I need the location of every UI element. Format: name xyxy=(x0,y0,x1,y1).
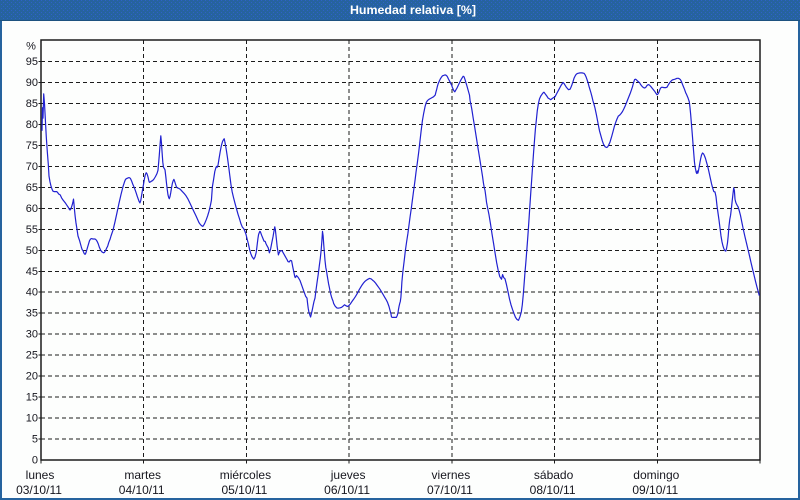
svg-text:05/10/11: 05/10/11 xyxy=(221,483,267,497)
svg-text:30: 30 xyxy=(26,329,38,341)
svg-text:sábado: sábado xyxy=(534,468,574,482)
svg-text:08/10/11: 08/10/11 xyxy=(530,483,576,497)
svg-text:lunes: lunes xyxy=(26,468,55,482)
svg-text:15: 15 xyxy=(26,392,38,404)
svg-text:jueves: jueves xyxy=(330,468,366,482)
svg-text:70: 70 xyxy=(26,161,38,173)
svg-text:0: 0 xyxy=(32,455,38,467)
svg-text:45: 45 xyxy=(26,266,38,278)
svg-text:07/10/11: 07/10/11 xyxy=(427,483,473,497)
svg-text:03/10/11: 03/10/11 xyxy=(16,483,62,497)
svg-text:75: 75 xyxy=(26,140,38,152)
svg-text:55: 55 xyxy=(26,224,38,236)
svg-text:50: 50 xyxy=(26,245,38,257)
svg-text:viernes: viernes xyxy=(432,468,471,482)
svg-text:5: 5 xyxy=(32,434,38,446)
svg-text:06/10/11: 06/10/11 xyxy=(324,483,370,497)
svg-text:65: 65 xyxy=(26,182,38,194)
svg-text:25: 25 xyxy=(26,350,38,362)
svg-text:80: 80 xyxy=(26,119,38,131)
svg-text:20: 20 xyxy=(26,371,38,383)
svg-text:90: 90 xyxy=(26,77,38,89)
svg-text:martes: martes xyxy=(124,468,161,482)
svg-text:60: 60 xyxy=(26,203,38,215)
svg-text:09/10/11: 09/10/11 xyxy=(632,483,678,497)
svg-text:40: 40 xyxy=(26,287,38,299)
svg-text:%: % xyxy=(26,41,36,53)
svg-text:85: 85 xyxy=(26,98,38,110)
svg-text:domingo: domingo xyxy=(633,468,679,482)
svg-text:35: 35 xyxy=(26,308,38,320)
svg-text:miércoles: miércoles xyxy=(220,468,271,482)
svg-text:04/10/11: 04/10/11 xyxy=(119,483,165,497)
svg-text:95: 95 xyxy=(26,56,38,68)
svg-text:10: 10 xyxy=(26,413,38,425)
